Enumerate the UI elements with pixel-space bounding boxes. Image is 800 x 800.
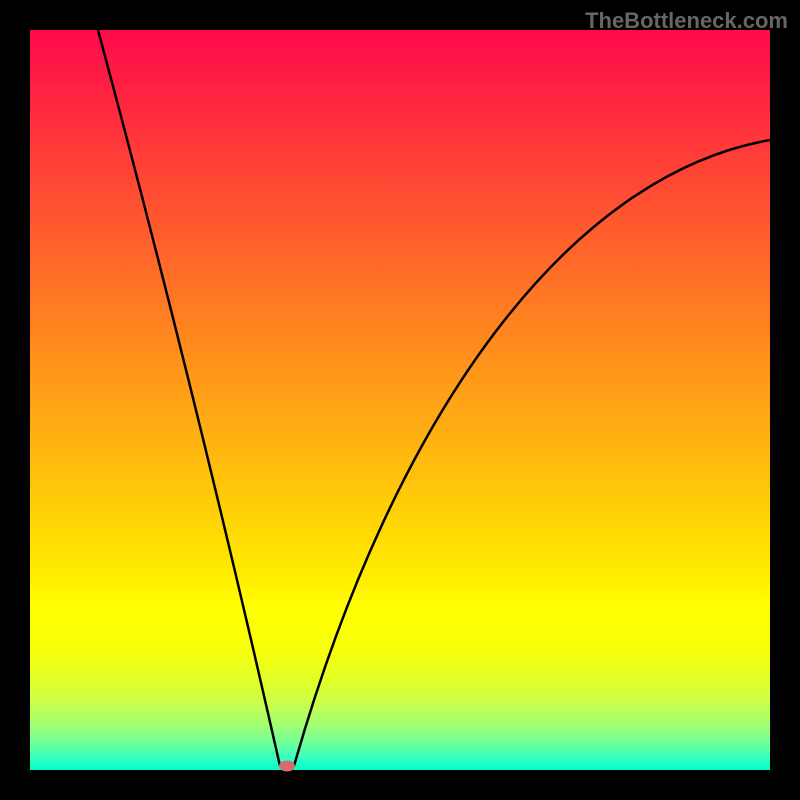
plot-area	[30, 30, 770, 770]
curve-right-segment	[294, 140, 770, 766]
curve-left-segment	[98, 30, 280, 766]
minimum-marker	[279, 760, 295, 771]
watermark-text: TheBottleneck.com	[585, 8, 788, 34]
chart-container: TheBottleneck.com	[0, 0, 800, 800]
bottleneck-curve	[30, 30, 770, 770]
